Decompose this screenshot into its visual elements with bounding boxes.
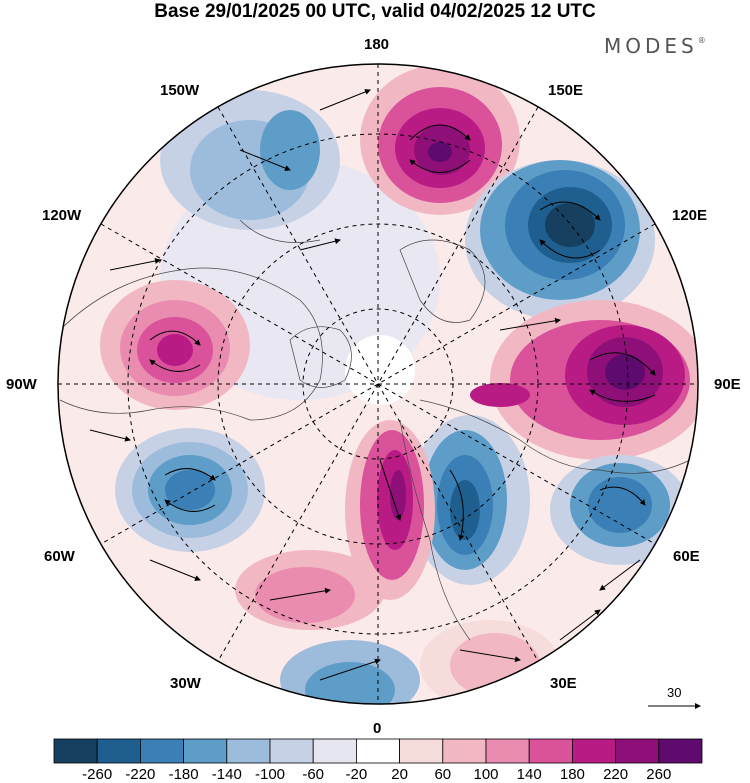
colorbar-swatch <box>139 738 184 764</box>
colorbar-swatch <box>96 738 141 764</box>
wind-vectors <box>89 89 656 681</box>
colorbar-tick-label: 180 <box>559 766 585 783</box>
colorbar-tick-label: -100 <box>254 766 286 783</box>
colorbar-tick-label: -60 <box>302 766 325 783</box>
lon-label-90w: 90W <box>6 376 37 393</box>
lon-label-60w: 60W <box>44 548 75 565</box>
lon-label-150w: 150W <box>160 82 200 99</box>
lon-label-0: 0 <box>373 720 382 737</box>
colorbar-tick-label: 60 <box>434 766 452 783</box>
modes-logo: MODES® <box>604 34 706 58</box>
colorbar-swatch <box>269 738 314 764</box>
lon-label-60e: 60E <box>673 548 700 565</box>
colorbar-tick-label: 260 <box>646 766 672 783</box>
lon-label-120w: 120W <box>42 207 82 224</box>
map-border <box>57 63 699 705</box>
colorbar-tick-label: -180 <box>168 766 199 783</box>
lon-label-30w: 30W <box>170 675 201 692</box>
colorbar-swatch <box>485 738 530 764</box>
registered-mark: ® <box>697 36 706 45</box>
colorbar-tick-label: -220 <box>125 766 156 783</box>
colorbar-swatch <box>312 738 357 764</box>
colorbar-swatch <box>442 738 487 764</box>
chart-title: Base 29/01/2025 00 UTC, valid 04/02/2025… <box>154 1 596 22</box>
colorbar-swatch <box>399 738 444 764</box>
colorbar-tick-label: 100 <box>473 766 499 783</box>
colorbar-swatch <box>528 738 573 764</box>
colorbar-swatch <box>355 738 400 764</box>
colorbar-swatch <box>53 738 98 764</box>
colorbar <box>53 738 703 764</box>
anomaly-field <box>58 64 698 704</box>
logo-text: MODES <box>604 34 698 58</box>
colorbar-swatch <box>226 738 271 764</box>
lon-label-120e: 120E <box>672 207 708 224</box>
graticule <box>58 64 698 704</box>
lon-label-30e: 30E <box>550 675 577 692</box>
lon-label-90e: 90E <box>714 376 741 393</box>
colorbar-tick-label: 220 <box>603 766 629 783</box>
colorbar-tick-label: 140 <box>516 766 542 783</box>
lon-label-150e: 150E <box>548 82 584 99</box>
colorbar-tick-label: -20 <box>345 766 368 783</box>
colorbar-swatch <box>572 738 617 764</box>
colorbar-swatch <box>183 738 228 764</box>
colorbar-tick-label: -140 <box>211 766 242 783</box>
reference-vector-label: 30 <box>667 685 682 700</box>
colorbar-swatch <box>615 738 660 764</box>
colorbar-tick-label: -260 <box>82 766 113 783</box>
lon-label-180: 180 <box>364 36 390 53</box>
colorbar-swatch <box>658 738 703 764</box>
colorbar-tick-label: 20 <box>391 766 408 783</box>
coastlines <box>59 219 691 641</box>
